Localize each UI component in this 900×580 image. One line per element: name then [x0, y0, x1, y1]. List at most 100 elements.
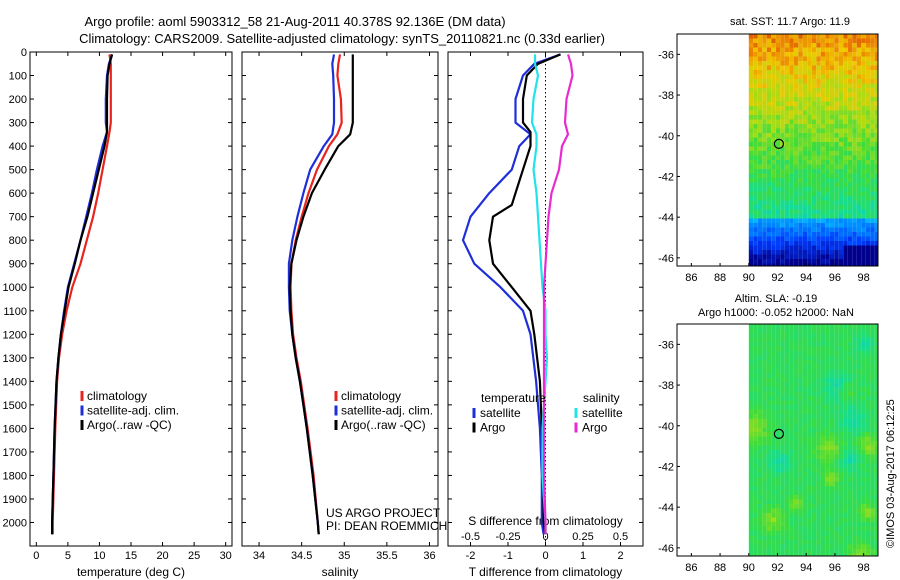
map-y-tick-label: -36 [658, 49, 674, 61]
map-cells [748, 324, 878, 556]
annotation-pi: PI: DEAN ROEMMICH [326, 519, 447, 533]
sla-map-title-line1: Altim. SLA: -0.19 [735, 293, 818, 305]
axes-box [29, 51, 233, 547]
x-tick-label: 34 [253, 550, 265, 562]
y-tick-label: 1300 [3, 353, 27, 365]
x-tick-label: 35.5 [376, 550, 397, 562]
map-cells [748, 34, 878, 266]
map-y-tick-label: -38 [658, 380, 674, 392]
y-tick-label: 2000 [3, 517, 27, 529]
imos-stamp: ©IMOS 03-Aug-2017 06:12:25 [885, 399, 897, 548]
x-tick-label: 20 [156, 550, 168, 562]
x-tick-label: 36 [423, 550, 435, 562]
map-y-tick-label: -46 [658, 253, 674, 265]
series-line-t-satellite [461, 53, 561, 535]
y-tick-label: 300 [9, 118, 27, 130]
x-tick-label: -1 [503, 550, 513, 562]
map-y-tick-label: -42 [658, 171, 674, 183]
map-x-tick-label: 90 [743, 272, 755, 284]
sla-map-title-line2: Argo h1000: -0.052 h2000: NaN [698, 307, 854, 319]
legend-label: Argo [582, 421, 608, 435]
series-line-s-argo [542, 54, 574, 535]
series-line-argo-raw-qc- [50, 54, 114, 535]
legend-label: satellite [582, 406, 623, 420]
argo-location-marker [773, 138, 785, 149]
s-tick-label: 0.25 [572, 531, 593, 543]
y-tick-label: 200 [9, 94, 27, 106]
map-x-tick-label: 94 [800, 562, 812, 574]
x-tick-label: 30 [220, 550, 232, 562]
map-x-tick-label: 96 [829, 272, 841, 284]
y-tick-label: 800 [9, 235, 27, 247]
y-tick-label: 1400 [3, 376, 27, 388]
x-tick-label: 25 [188, 550, 200, 562]
temperature-panel: 0100200300400500600700800900100011001200… [3, 47, 233, 579]
s-tick-label: 0 [542, 531, 548, 543]
legend-label: Argo [480, 421, 506, 435]
x-tick-label: 1 [580, 550, 586, 562]
x-tick-label: 35 [338, 550, 350, 562]
y-tick-label: 900 [9, 259, 27, 271]
map-x-tick-label: 88 [714, 562, 726, 574]
map-x-tick-label: 98 [858, 272, 870, 284]
s-tick-label: -0.25 [495, 531, 520, 543]
y-tick-label: 100 [9, 71, 27, 83]
map-x-tick-label: 92 [771, 562, 783, 574]
legend-label: climatology [341, 389, 401, 403]
map-y-tick-label: -40 [658, 421, 674, 433]
map-y-tick-label: -38 [658, 90, 674, 102]
x-tick-label: 2 [617, 550, 623, 562]
legend-temperature-title: temperature [481, 391, 546, 405]
y-tick-label: 500 [9, 165, 27, 177]
map-y-tick-label: -46 [658, 543, 674, 555]
legend-label: climatology [87, 389, 147, 403]
y-tick-label: 0 [21, 47, 27, 59]
map-x-tick-label: 88 [714, 272, 726, 284]
map-y-tick-label: -36 [658, 339, 674, 351]
sla-map-panel: Altim. SLA: -0.19 Argo h1000: -0.052 h20… [658, 293, 879, 574]
y-tick-label: 1200 [3, 329, 27, 341]
map-x-tick-label: 96 [829, 562, 841, 574]
sst-map-title: sat. SST: 11.7 Argo: 11.9 [730, 16, 850, 28]
sst-map-panel: sat. SST: 11.7 Argo: 11.9 86 88 90 92 94 96 98… [658, 16, 879, 284]
series-line-argo-raw-qc- [288, 54, 354, 535]
axes-box [447, 51, 644, 547]
annotation-project: US ARGO PROJECT [326, 506, 441, 520]
map-x-tick-label: 94 [800, 272, 812, 284]
y-tick-label: 700 [9, 212, 27, 224]
title-line2: Climatology: CARS2009. Satellite-adjuste… [79, 31, 605, 46]
x-tick-label: 34.5 [291, 550, 312, 562]
x-tick-label: 10 [93, 550, 105, 562]
legend-label: satellite-adj. clim. [341, 404, 433, 418]
map-x-tick-label: 92 [771, 272, 783, 284]
x-axis-label: salinity [322, 565, 359, 579]
difference-panel: -2 -1 0 1 2 T difference from climatology -0.5… [447, 51, 644, 579]
title-line1: Argo profile: aoml 5903312_58 21-Aug-201… [84, 14, 505, 29]
y-tick-label: 600 [9, 188, 27, 200]
map-y-tick-label: -40 [658, 131, 674, 143]
y-tick-label: 400 [9, 141, 27, 153]
y-tick-label: 1600 [3, 423, 27, 435]
x-tick-label: 15 [125, 550, 137, 562]
series-line-t-argo [488, 53, 561, 535]
x-tick-label: 0 [542, 550, 548, 562]
y-tick-label: 1900 [3, 494, 27, 506]
legend-label: Argo(..raw -QC) [87, 418, 172, 432]
legend-label: Argo(..raw -QC) [341, 418, 426, 432]
legend-salinity-title: salinity [583, 391, 620, 405]
y-tick-label: 1000 [3, 282, 27, 294]
y-tick-label: 1800 [3, 470, 27, 482]
x-tick-label: 5 [65, 550, 71, 562]
map-x-tick-label: 86 [685, 272, 697, 284]
legend-label: satellite-adj. clim. [87, 404, 179, 418]
axes-box [241, 51, 439, 547]
s-tick-label: 0.5 [613, 531, 628, 543]
x-axis-label: T difference from climatology [469, 565, 623, 579]
map-y-tick-label: -44 [658, 212, 674, 224]
y-tick-label: 1700 [3, 447, 27, 459]
legend-label: satellite [480, 406, 521, 420]
argo-location-marker [773, 428, 785, 439]
map-x-tick-label: 86 [685, 562, 697, 574]
y-tick-label: 1500 [3, 400, 27, 412]
